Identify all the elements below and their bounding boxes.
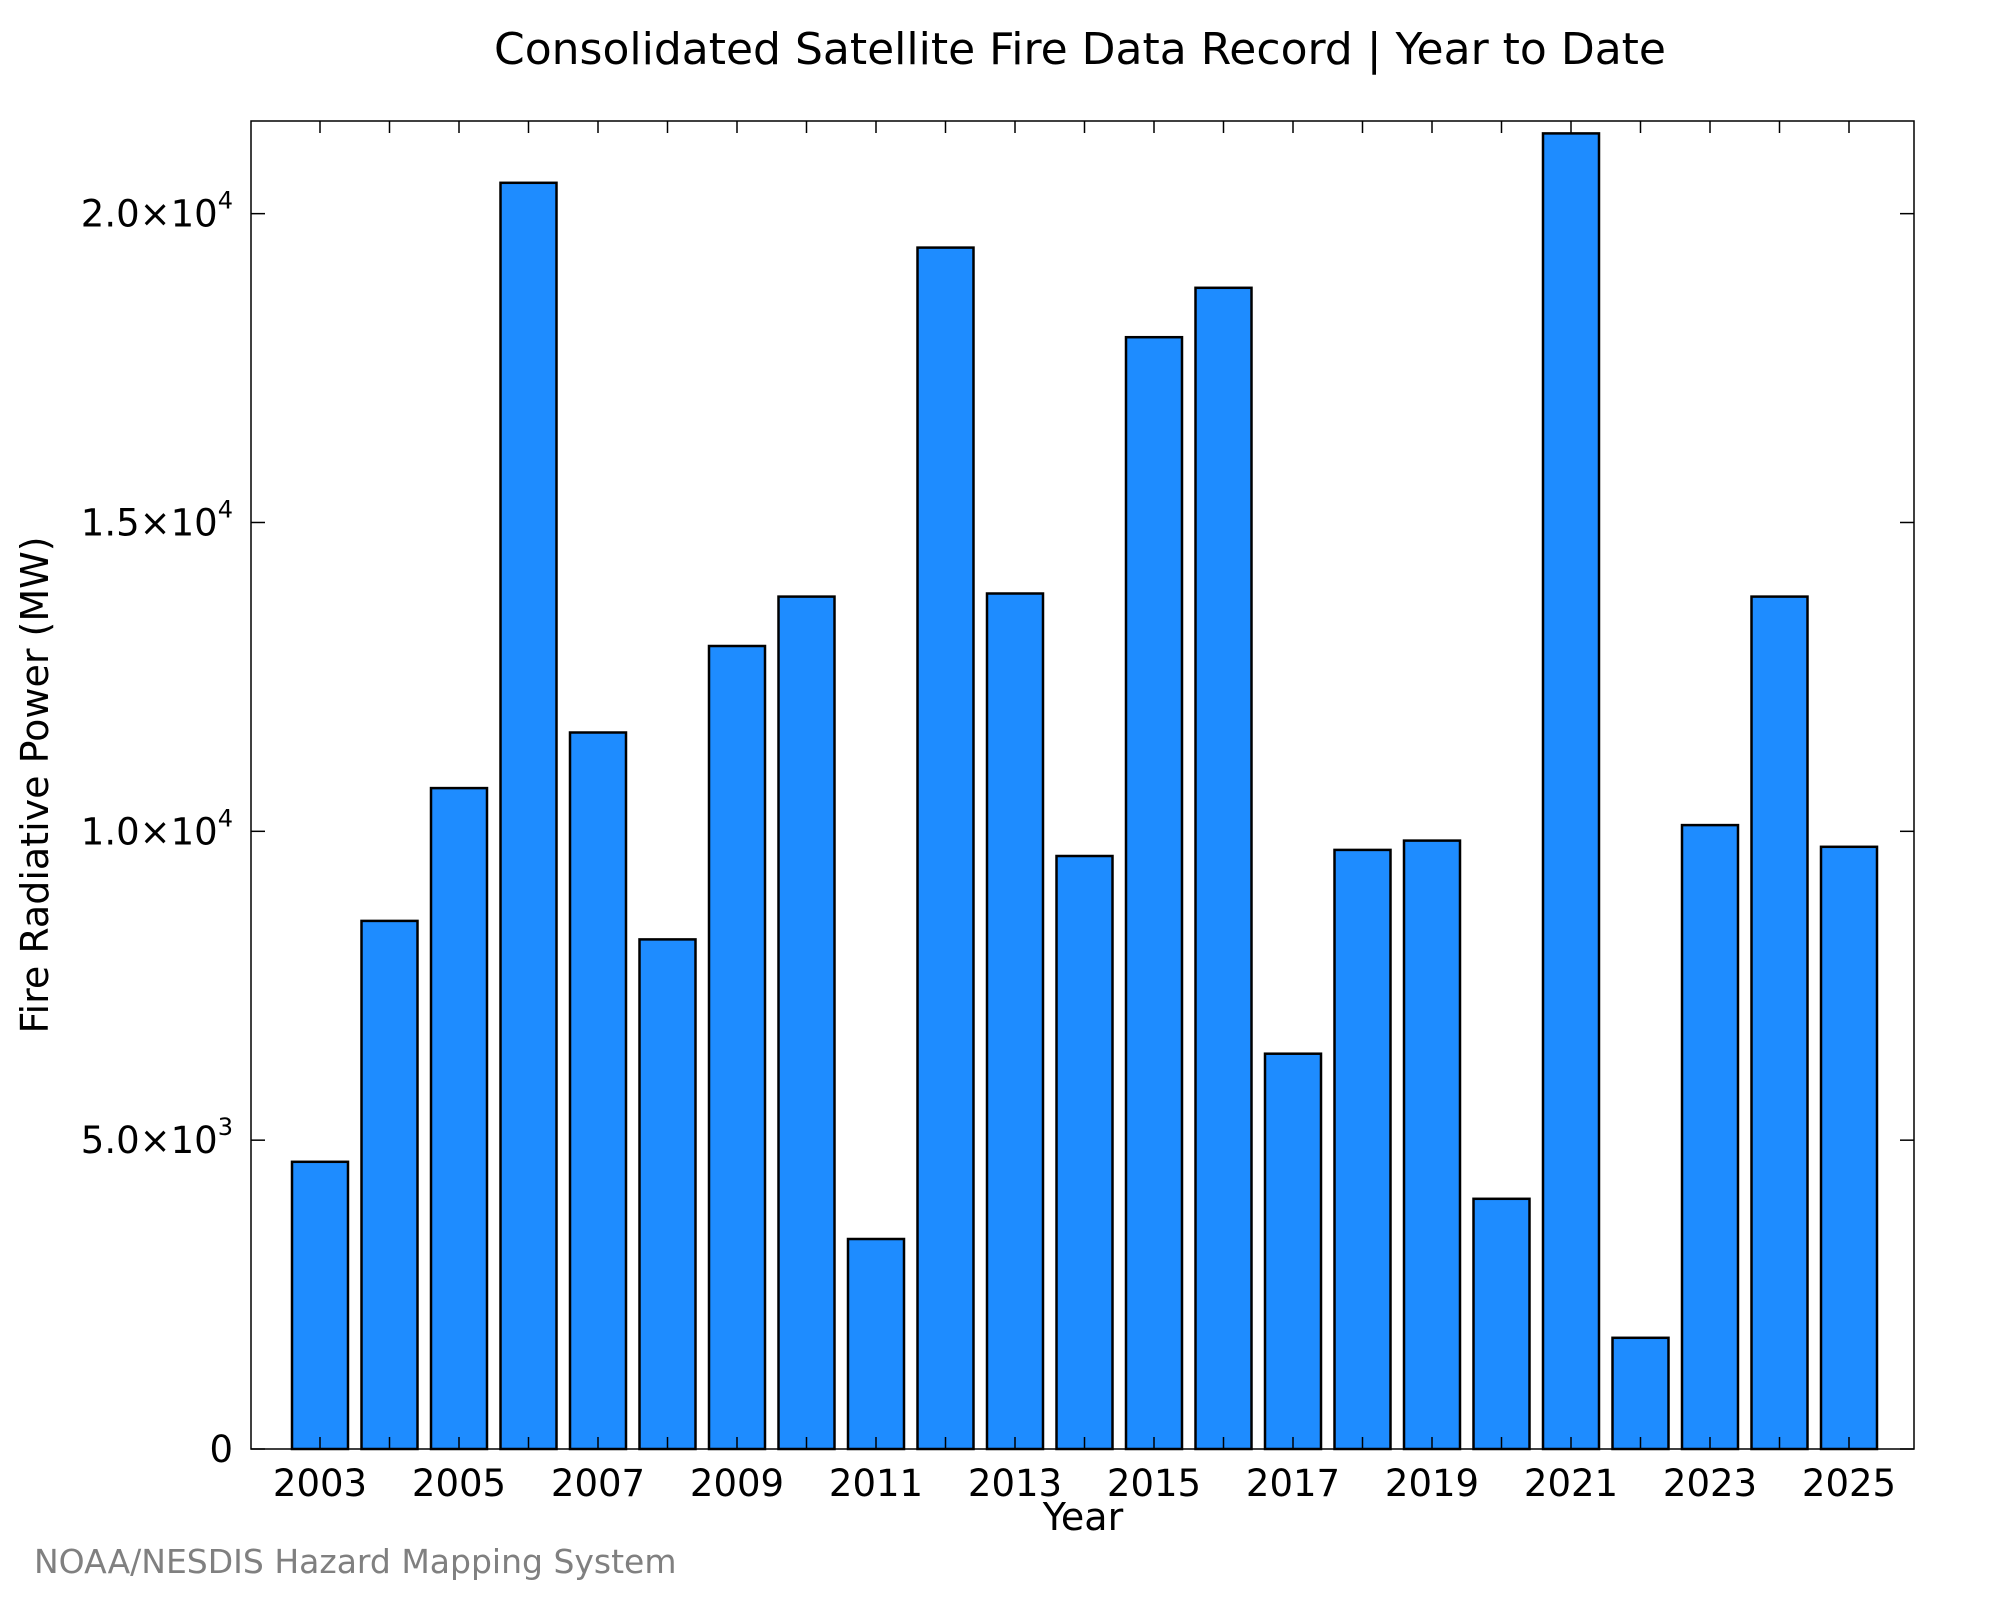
bar-2014	[1055, 854, 1114, 1451]
bar-2017	[1263, 1052, 1323, 1451]
x-tick-label-2003: 2003	[273, 1462, 367, 1505]
bar-2003	[290, 1160, 350, 1451]
bar-2019	[1402, 839, 1462, 1451]
x-tick-label-2019: 2019	[1385, 1462, 1479, 1505]
y-axis-label: Fire Radiative Power (MW)	[13, 536, 57, 1033]
x-tick-label-2013: 2013	[968, 1462, 1062, 1505]
y-tick-label: 0	[209, 1428, 233, 1471]
bar-2009	[707, 644, 767, 1451]
bar-2010	[777, 595, 836, 1451]
x-tick-label-2015: 2015	[1107, 1462, 1201, 1505]
y-tick-label: 5.0×103	[81, 1113, 233, 1162]
x-tick-label-2021: 2021	[1524, 1462, 1618, 1505]
bar-2015	[1124, 335, 1184, 1451]
y-tick-label: 2.0×104	[81, 187, 233, 236]
bar-2016	[1194, 286, 1253, 1451]
bar-2004	[360, 919, 419, 1451]
bar-2006	[499, 181, 558, 1451]
x-tick-label-2005: 2005	[412, 1462, 506, 1505]
bar-2020	[1472, 1197, 1531, 1451]
bar-2007	[568, 731, 628, 1451]
bar-2024	[1750, 595, 1809, 1451]
bar-2011	[846, 1237, 906, 1451]
bar-2008	[638, 938, 697, 1451]
x-tick-label-2007: 2007	[551, 1462, 645, 1505]
bar-2021	[1541, 132, 1601, 1451]
x-tick-label-2025: 2025	[1802, 1462, 1896, 1505]
y-axis-ticks: 0 5.0×103 1.0×104 1.5×104 2.0×104	[81, 187, 1914, 1471]
bar-2005	[429, 786, 489, 1451]
y-tick-label: 1.0×104	[81, 804, 233, 853]
bar-2013	[985, 592, 1045, 1451]
y-tick-label: 1.5×104	[81, 495, 233, 544]
bar-2012	[916, 246, 975, 1451]
x-tick-label-2009: 2009	[690, 1462, 784, 1505]
chart-title: Consolidated Satellite Fire Data Record …	[494, 24, 1666, 75]
x-axis-label: Year	[1042, 1495, 1124, 1539]
bars-group	[290, 132, 1879, 1451]
x-tick-label-2011: 2011	[829, 1462, 923, 1505]
x-tick-label-2023: 2023	[1663, 1462, 1757, 1505]
source-note: NOAA/NESDIS Hazard Mapping System	[34, 1542, 677, 1581]
x-axis-ticks: 2003 2005 2007 2009 2011 2013 2015 2017 2019 2021…	[273, 121, 1896, 1505]
bar-2018	[1333, 848, 1392, 1451]
bar-2022	[1611, 1336, 1670, 1451]
bar-2023	[1680, 823, 1740, 1451]
bar-2025	[1819, 845, 1879, 1451]
x-tick-label-2017: 2017	[1246, 1462, 1340, 1505]
